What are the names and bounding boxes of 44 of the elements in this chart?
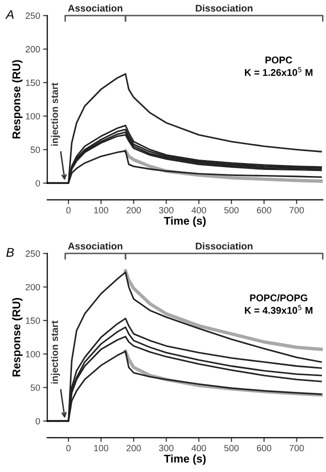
y-tick-label: 200 — [26, 46, 40, 52]
x-tick-label: 700 — [290, 206, 304, 214]
y-tick-label: 50 — [30, 384, 40, 391]
x-tick-label: 300 — [159, 206, 174, 214]
y-tick-label: 150 — [26, 317, 40, 324]
y-tick-label: 100 — [26, 113, 40, 120]
y-tick-label: 250 — [26, 12, 40, 19]
x-tick-label: 200 — [126, 444, 141, 452]
y-tick-label: 100 — [26, 350, 40, 358]
x-tick-label: 100 — [94, 444, 108, 452]
text: Dissociation — [196, 242, 252, 250]
x-tick-label: 200 — [126, 206, 141, 214]
x-tick-label: 400 — [192, 206, 206, 214]
annotation: K = 1.26x10$^{5}$ M — [244, 67, 312, 76]
x-tick-label: 0 — [66, 444, 71, 452]
x-tick-label: 0 — [66, 206, 71, 214]
x-tick-label: 700 — [290, 444, 304, 452]
y-tick-label: 50 — [30, 146, 40, 153]
x-tick-label: 400 — [192, 444, 206, 452]
y-axis-title: Response (RU) — [12, 298, 22, 376]
annotation: injection start — [50, 320, 60, 384]
x-tick-label: 600 — [256, 206, 272, 214]
annotation: POPC — [266, 56, 292, 64]
text: Dissociation — [196, 4, 252, 12]
x-tick-label: 500 — [224, 206, 239, 214]
annotation: POPC/POPG — [250, 294, 308, 302]
y-tick-label: 250 — [26, 250, 40, 257]
chart-title: B — [6, 248, 14, 257]
x-tick-label: 100 — [94, 206, 108, 214]
chart-title: A — [5, 10, 14, 19]
x-tick-label: 600 — [256, 444, 272, 452]
y-axis-title: Response (RU) — [12, 60, 22, 138]
x-tick-label: 500 — [224, 444, 239, 452]
x-tick-label: 300 — [159, 444, 174, 452]
x-axis-title: Time (s) — [164, 216, 206, 227]
y-tick-label: 0 — [36, 418, 40, 424]
text: Association — [68, 242, 122, 250]
y-tick-label: 200 — [26, 284, 40, 290]
text: Association — [68, 4, 122, 12]
y-tick-label: 0 — [36, 180, 40, 186]
annotation: K = 4.39x10$^{5}$ M — [244, 305, 312, 314]
x-axis-title: Time (s) — [164, 454, 206, 465]
y-tick-label: 150 — [26, 80, 40, 86]
annotation: injection start — [50, 82, 60, 146]
